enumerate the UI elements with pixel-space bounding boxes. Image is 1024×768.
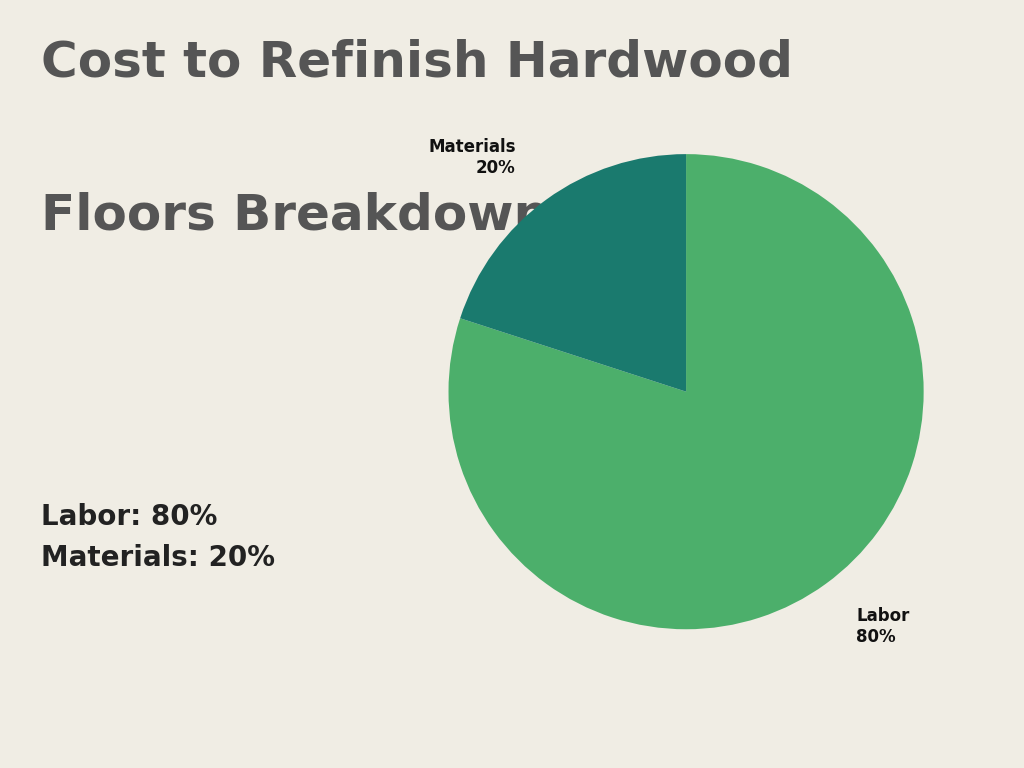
Wedge shape xyxy=(460,154,686,392)
Text: Materials
20%: Materials 20% xyxy=(428,137,516,177)
Text: Labor
80%: Labor 80% xyxy=(856,607,909,646)
Text: Floors Breakdown: Floors Breakdown xyxy=(41,192,549,240)
Text: Cost to Refinish Hardwood: Cost to Refinish Hardwood xyxy=(41,38,793,87)
Wedge shape xyxy=(449,154,924,629)
Text: Labor: 80%
Materials: 20%: Labor: 80% Materials: 20% xyxy=(41,503,275,572)
